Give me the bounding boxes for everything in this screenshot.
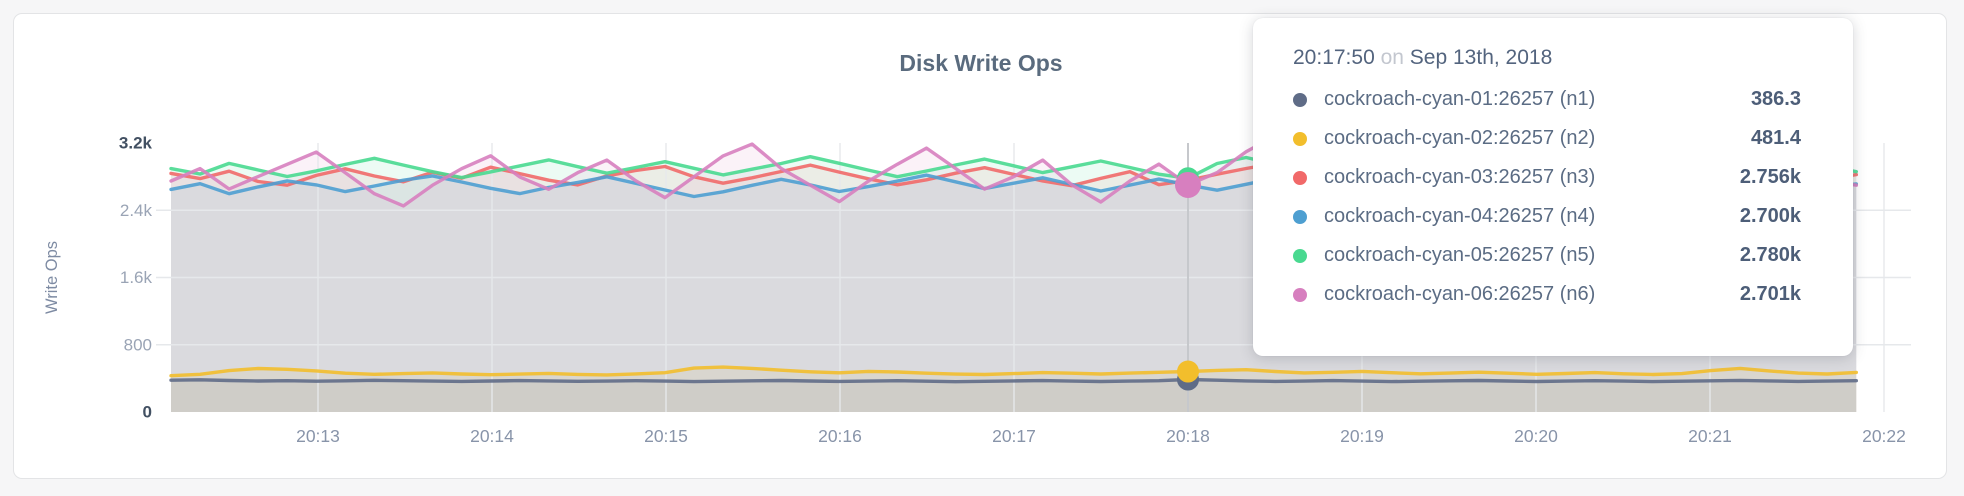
x-tick-label: 20:19 bbox=[1340, 426, 1384, 446]
tooltip-series-name: cockroach-cyan-02:26257 (n2) bbox=[1324, 127, 1596, 149]
y-tick-label: 3.2k bbox=[119, 134, 153, 153]
tooltip-row: cockroach-cyan-02:26257 (n2) 481.4 bbox=[1293, 119, 1801, 158]
tooltip-series-name: cockroach-cyan-01:26257 (n1) bbox=[1324, 88, 1596, 110]
tooltip-series-name: cockroach-cyan-06:26257 (n6) bbox=[1324, 283, 1596, 305]
tooltip-series-name: cockroach-cyan-03:26257 (n3) bbox=[1324, 166, 1596, 188]
series-line-n2 bbox=[169, 365, 1859, 378]
tooltip-series-value: 386.3 bbox=[1750, 88, 1801, 110]
series-color-dot-icon bbox=[1293, 287, 1307, 302]
tooltip-row: cockroach-cyan-05:26257 (n5) 2.780k bbox=[1293, 236, 1801, 275]
tooltip-row: cockroach-cyan-04:26257 (n4) 2.700k bbox=[1293, 197, 1801, 236]
tooltip-row: cockroach-cyan-01:26257 (n1) 386.3 bbox=[1293, 80, 1801, 119]
series-line-n1 bbox=[169, 377, 1859, 384]
tooltip-rows: cockroach-cyan-01:26257 (n1) 386.3 cockroa… bbox=[1293, 80, 1801, 314]
y-tick-label: 800 bbox=[124, 335, 152, 354]
tooltip-series-value: 481.4 bbox=[1750, 127, 1801, 149]
series-color-dot-icon bbox=[1293, 209, 1307, 224]
x-tick-label: 20:17 bbox=[992, 426, 1036, 446]
tooltip-separator: on bbox=[1380, 46, 1404, 69]
hover-dot-n2 bbox=[1176, 360, 1199, 383]
y-axis-label: Write Ops bbox=[43, 241, 61, 314]
y-tick-label: 1.6k bbox=[120, 268, 153, 287]
y-tick-label: 2.4k bbox=[120, 201, 153, 220]
tooltip-date: Sep 13th, 2018 bbox=[1409, 46, 1553, 69]
tooltip-series-value: 2.700k bbox=[1739, 205, 1801, 227]
tooltip-series-value: 2.701k bbox=[1739, 283, 1801, 305]
tooltip-series-value: 2.780k bbox=[1739, 244, 1801, 266]
x-tick-label: 20:20 bbox=[1514, 426, 1558, 446]
tooltip-header: 20:17:50 on Sep 13th, 2018 bbox=[1293, 46, 1801, 70]
series-color-dot-icon bbox=[1293, 170, 1307, 185]
x-tick-label: 20:22 bbox=[1862, 426, 1906, 446]
chart-title: Disk Write Ops bbox=[899, 50, 1063, 76]
x-tick-label: 20:21 bbox=[1688, 426, 1732, 446]
series-color-dot-icon bbox=[1293, 131, 1307, 146]
hover-dot-n6 bbox=[1174, 171, 1201, 198]
tooltip-series-name: cockroach-cyan-04:26257 (n4) bbox=[1324, 205, 1596, 227]
tooltip-series-name: cockroach-cyan-05:26257 (n5) bbox=[1324, 244, 1596, 266]
y-tick-label: 0 bbox=[143, 403, 152, 422]
series-color-dot-icon bbox=[1293, 248, 1307, 263]
x-tick-label: 20:16 bbox=[818, 426, 862, 446]
x-tick-label: 20:18 bbox=[1166, 426, 1210, 446]
tooltip-row: cockroach-cyan-06:26257 (n6) 2.701k bbox=[1293, 275, 1801, 314]
hover-tooltip: 20:17:50 on Sep 13th, 2018 cockroach-cya… bbox=[1253, 18, 1853, 356]
x-tick-label: 20:14 bbox=[470, 426, 514, 446]
tooltip-row: cockroach-cyan-03:26257 (n3) 2.756k bbox=[1293, 158, 1801, 197]
x-tick-label: 20:15 bbox=[644, 426, 688, 446]
x-tick-label: 20:13 bbox=[296, 426, 340, 446]
series-color-dot-icon bbox=[1293, 92, 1307, 107]
tooltip-series-value: 2.756k bbox=[1739, 166, 1801, 188]
tooltip-time: 20:17:50 bbox=[1293, 46, 1375, 69]
